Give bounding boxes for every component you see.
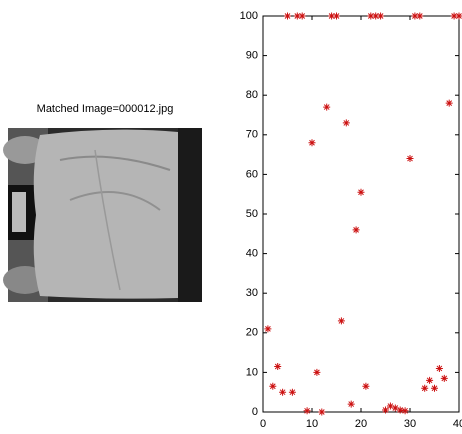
marker <box>456 13 462 20</box>
x-tick-label: 0 <box>260 418 266 430</box>
axes-box <box>263 16 459 412</box>
marker <box>318 409 325 416</box>
y-tick-label: 50 <box>246 208 258 220</box>
figure: Matched Image=000012.jpg 0 10 20 30 40 50 60 70… <box>0 0 462 434</box>
marker <box>313 369 320 376</box>
marker <box>377 13 384 20</box>
x-tick-label: 20 <box>355 418 367 430</box>
marker <box>426 377 433 384</box>
y-tick-label: 20 <box>246 327 258 339</box>
marker <box>299 13 306 20</box>
marker <box>353 226 360 233</box>
y-tick-label: 70 <box>246 129 258 141</box>
page: {"image": {"caption": "Matched Image=000… <box>0 0 462 434</box>
marker <box>279 389 286 396</box>
y-tick-label: 60 <box>246 168 258 180</box>
marker <box>362 383 369 390</box>
marker <box>416 13 423 20</box>
marker <box>402 407 409 414</box>
marker <box>407 155 414 162</box>
image-caption: Matched Image=000012.jpg <box>37 103 174 115</box>
marker <box>446 100 453 107</box>
marker <box>343 119 350 126</box>
x-tick-label: 10 <box>306 418 318 430</box>
marker <box>431 385 438 392</box>
palm-image <box>3 128 202 302</box>
y-tick-label: 40 <box>246 248 258 260</box>
marker <box>421 385 428 392</box>
x-tick-label: 30 <box>404 418 416 430</box>
marker <box>441 375 448 382</box>
y-tick-label: 80 <box>246 89 258 101</box>
marker <box>284 13 291 20</box>
marker <box>274 363 281 370</box>
marker <box>348 401 355 408</box>
y-tick-label: 10 <box>246 366 258 378</box>
marker <box>264 325 271 332</box>
marker <box>338 317 345 324</box>
y-tick-label: 90 <box>246 50 258 62</box>
marker <box>323 104 330 111</box>
marker <box>436 365 443 372</box>
x-tick-label: 40 <box>453 418 462 430</box>
marker <box>358 189 365 196</box>
marker <box>382 407 389 414</box>
y-tick-label: 30 <box>246 287 258 299</box>
marker <box>309 139 316 146</box>
marker <box>397 407 404 414</box>
marker <box>333 13 340 20</box>
y-tick-label: 0 <box>252 406 258 418</box>
marker <box>289 389 296 396</box>
y-tick-label: 100 <box>240 10 258 22</box>
marker <box>304 407 311 414</box>
marker <box>269 383 276 390</box>
